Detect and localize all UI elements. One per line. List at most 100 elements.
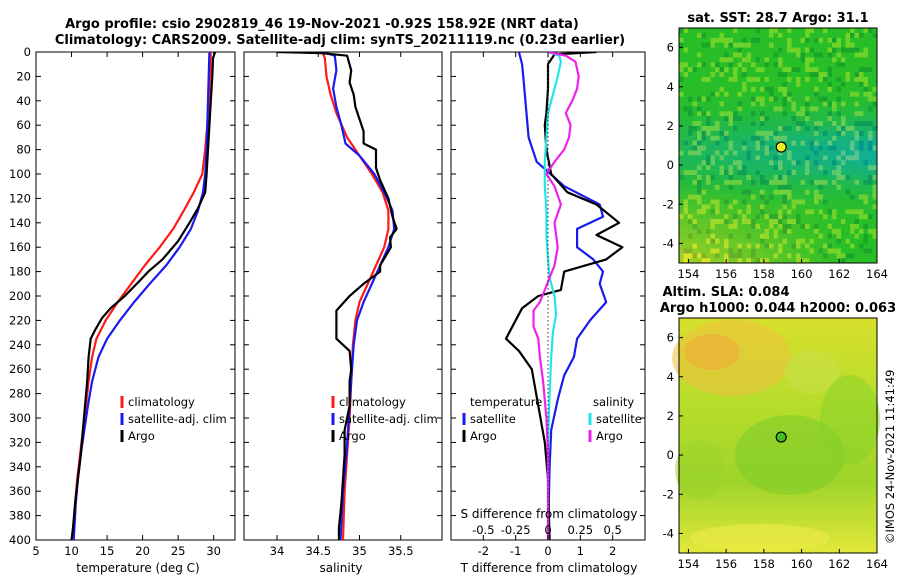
sst-cell [706,179,711,186]
sst-cell [710,62,716,68]
sst-cell [872,96,878,102]
sst-cell [764,179,770,186]
sst-cell [773,81,779,88]
sst-cell [728,170,734,176]
sst-cell [787,32,792,39]
sst-heatmap [679,28,878,264]
sst-cell [733,52,738,58]
sst-cell [692,140,698,146]
sst-cell [836,209,842,215]
sst-cell [800,106,806,112]
sst-cell [832,165,837,171]
sst-cell [850,126,855,132]
sst-cell [692,150,698,156]
sst-cell [809,101,815,107]
sst-cell [800,57,806,63]
sst-cell [715,77,720,83]
sst-cell [809,91,815,97]
sst-cell [859,28,864,34]
sst-cell [841,248,846,254]
sst-cell [697,91,702,97]
sst-cell [778,253,783,259]
sst-cell [692,135,698,141]
sst-cell [683,42,689,48]
sst-cell [715,204,720,210]
x-tick-label: 10 [64,544,79,558]
sst-cell [841,155,846,161]
sst-cell [796,106,801,112]
depth-tick-label: 320 [9,435,31,449]
sst-cell [809,155,815,161]
sst-cell [863,28,869,34]
sst-cell [724,209,729,215]
sst-cell [818,150,824,156]
sst-cell [791,150,797,156]
sst-cell [827,111,833,117]
sst-cell [724,106,729,112]
sst-cell [764,52,770,58]
sst-cell [868,253,873,259]
sst-cell [710,81,716,88]
sst-cell [841,62,846,68]
sst-cell [805,101,810,107]
sst-cell [782,96,788,102]
sst-cell [782,106,788,112]
sst-cell [679,209,684,215]
sst-cell [841,160,846,166]
sst-cell [845,160,851,166]
sst-cell [814,233,819,239]
sst-cell [764,199,770,205]
sst-cell [796,77,801,83]
map-y-tick-label: 0 [667,448,674,462]
sst-cell [710,52,716,58]
sst-cell [863,86,869,92]
sst-cell [841,214,846,220]
sst-cell [805,52,810,58]
sst-cell [827,126,833,132]
sst-cell [773,209,779,215]
sst-cell [823,57,828,63]
sst-cell [863,160,869,166]
sst-cell [800,62,806,68]
sst-cell [701,121,707,127]
sst-cell [787,194,792,200]
sst-cell [719,160,725,166]
sst-cell [805,253,810,259]
sst-cell [836,47,842,53]
sst-cell [854,165,860,171]
depth-tick-label: 140 [9,216,31,230]
sst-cell [706,37,711,43]
sst-cell [719,47,725,53]
sst-cell [814,179,819,186]
sst-cell [701,81,707,88]
sst-cell [787,67,792,73]
sst-cell [742,111,747,117]
sst-cell [733,140,738,146]
sst-cell [724,72,729,78]
sst-cell [715,258,720,264]
sst-cell [805,189,810,195]
sst-cell [764,81,770,88]
sst-cell [769,160,774,166]
sst-cell [724,62,729,68]
legend-label-t-argo: Argo [470,429,497,443]
sst-cell [773,47,779,53]
sst-cell [787,52,792,58]
sst-cell [809,121,815,127]
depth-tick-label: 20 [16,69,31,83]
sst-cell [715,189,720,195]
sst-cell [782,77,788,83]
sla-map-subtitle: Argo h1000: 0.044 h2000: 0.063 [660,301,896,316]
sst-cell [791,96,797,102]
sst-cell [818,238,824,244]
sst-cell [683,155,689,161]
sst-cell [683,86,689,92]
sst-cell [728,28,734,34]
sst-cell [791,175,797,181]
sst-cell [800,52,806,58]
sst-cell [760,155,765,161]
sst-cell [836,145,842,151]
sst-cell [832,248,837,254]
sst-cell [760,175,765,181]
sst-cell [791,106,797,112]
